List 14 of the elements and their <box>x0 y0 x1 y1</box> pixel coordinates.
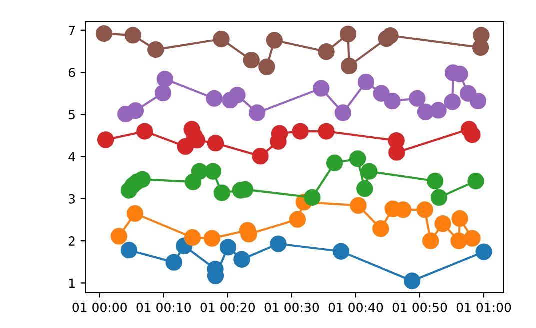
x-tick-label: 01 00:20 <box>200 302 256 312</box>
y-tick-label: 5 <box>69 110 75 120</box>
y-tick-label: 6 <box>68 68 76 78</box>
x-tick-label: 01 01:00 <box>456 302 512 312</box>
x-tick-label: 01 00:00 <box>72 302 127 312</box>
y-tick-label: 3 <box>69 194 76 204</box>
x-tick-label: 01 00:10 <box>136 302 191 312</box>
x-tick-label: 01 00:50 <box>392 302 448 312</box>
y-tick-label: 1 <box>69 278 75 288</box>
y-tick-label: 7 <box>69 26 75 36</box>
x-tick-label: 01 00:30 <box>264 302 320 312</box>
y-tick-label: 4 <box>68 152 76 162</box>
y-tick-label: 2 <box>69 236 75 246</box>
x-tick-label: 01 00:40 <box>328 302 384 312</box>
